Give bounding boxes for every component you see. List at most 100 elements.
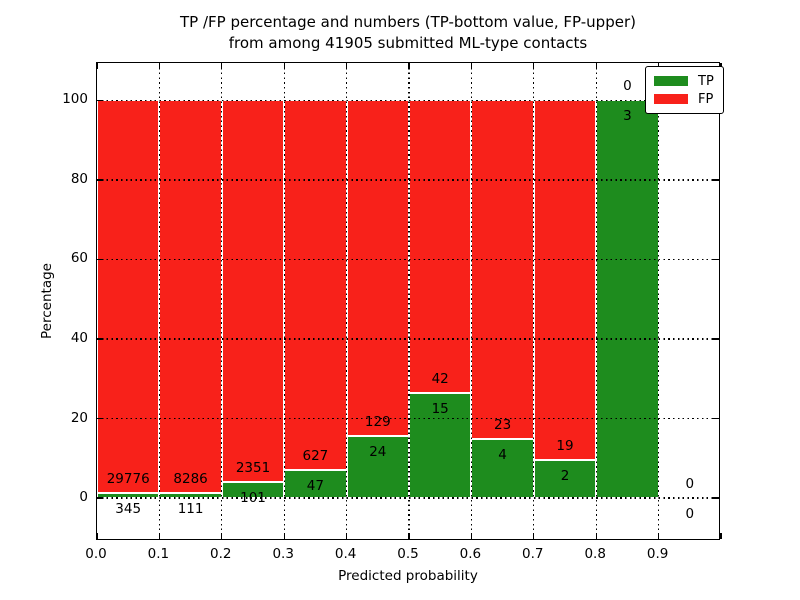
- legend-item-tp: TP: [654, 72, 714, 90]
- legend: TP FP: [645, 66, 724, 114]
- legend-swatch-tp: [654, 76, 688, 86]
- x-tick-label: 0.6: [459, 546, 482, 562]
- x-axis-label: Predicted probability: [338, 568, 478, 584]
- bar-segment-fp: [284, 100, 347, 471]
- x-tick-label: 0.1: [147, 546, 170, 562]
- x-tick-mark: [408, 63, 410, 69]
- tp-count-label: 4: [498, 447, 507, 464]
- x-tick-mark: [345, 63, 348, 69]
- v-gridline: [533, 63, 535, 539]
- fp-count-label: 2351: [235, 459, 271, 476]
- x-tick-label: 0.4: [334, 546, 357, 562]
- bar-segment-fp: [471, 100, 534, 440]
- bar-segment-fp: [533, 100, 597, 461]
- fp-count-label: 29776: [106, 471, 150, 488]
- fp-count-label: 129: [364, 413, 391, 430]
- tp-count-label: 15: [431, 401, 449, 418]
- fp-count-label: 8286: [173, 470, 208, 487]
- legend-item-fp: FP: [654, 90, 714, 108]
- bar-segment-tp: [596, 100, 659, 499]
- h-gridline: [97, 497, 719, 499]
- chart-title-line2: from among 41905 submitted ML-type conta…: [228, 34, 588, 52]
- tp-count-label: 24: [369, 443, 387, 460]
- tp-count-label: 47: [306, 478, 324, 495]
- fp-count-label: 42: [431, 371, 449, 388]
- tp-count-label: 345: [115, 501, 142, 518]
- bar-segment-tp: [471, 439, 534, 499]
- h-gridline: [97, 99, 719, 102]
- x-tick-mark: [283, 533, 285, 539]
- y-axis-label: Percentage: [39, 263, 55, 339]
- x-tick-label: 0.5: [397, 546, 419, 562]
- x-tick-label: 0.0: [85, 546, 107, 562]
- y-tick-mark: [97, 179, 103, 181]
- tp-count-label: 0: [685, 506, 695, 523]
- fp-count-label: 627: [302, 448, 329, 465]
- x-tick-label: 0.3: [272, 546, 294, 562]
- x-tick-mark: [96, 63, 98, 69]
- v-gridline: [221, 63, 223, 539]
- bar-segment-tp: [346, 435, 409, 499]
- x-tick-label: 0.7: [522, 546, 544, 562]
- x-tick-mark: [345, 533, 348, 539]
- tp-count-label: 111: [177, 500, 204, 517]
- h-gridline: [97, 179, 719, 181]
- v-gridline: [283, 63, 285, 539]
- v-gridline: [158, 63, 161, 539]
- x-tick-label: 0.2: [210, 546, 232, 562]
- y-tick-label: 100: [62, 91, 88, 108]
- x-tick-mark: [720, 533, 722, 539]
- y-tick-mark: [713, 179, 719, 181]
- x-tick-mark: [221, 63, 223, 69]
- v-gridline: [470, 63, 473, 539]
- bar-segment-fp: [346, 100, 409, 436]
- x-tick-label: 0.9: [646, 546, 669, 562]
- y-tick-mark: [97, 497, 103, 499]
- y-tick-mark: [713, 417, 719, 420]
- legend-label: FP: [698, 91, 714, 107]
- y-tick-mark: [713, 258, 719, 261]
- legend-swatch-fp: [654, 94, 688, 104]
- chart-title: TP /FP percentage and numbers (TP-bottom…: [96, 12, 720, 54]
- bar-segment-fp: [409, 100, 472, 394]
- y-tick-label: 80: [70, 170, 88, 187]
- y-tick-mark: [713, 338, 719, 340]
- y-tick-label: 40: [70, 329, 88, 346]
- x-tick-mark: [470, 63, 473, 69]
- h-gridline: [97, 338, 719, 340]
- y-tick-mark: [97, 99, 103, 102]
- h-gridline: [97, 258, 719, 261]
- x-tick-mark: [158, 533, 161, 539]
- x-tick-mark: [595, 63, 597, 69]
- fp-count-label: 0: [623, 78, 632, 95]
- tp-count-label: 101: [240, 489, 266, 506]
- x-tick-mark: [470, 533, 473, 539]
- x-tick-mark: [408, 533, 410, 539]
- h-gridline: [97, 417, 719, 420]
- chart-title-line1: TP /FP percentage and numbers (TP-bottom…: [180, 13, 636, 31]
- x-tick-mark: [533, 63, 535, 69]
- fp-count-label: 0: [685, 476, 695, 493]
- y-tick-label: 20: [70, 409, 88, 426]
- plot-area: 29776 345 8286 111 2351 101 627 47 129 24 42 15 23 4 1…: [96, 62, 724, 540]
- tp-count-label: 2: [560, 468, 570, 485]
- fp-count-label: 23: [494, 417, 512, 434]
- y-tick-mark: [97, 338, 103, 340]
- bar-segment-fp: [221, 100, 285, 482]
- y-tick-label: 60: [70, 250, 88, 267]
- tp-count-label: 3: [623, 108, 632, 125]
- legend-label: TP: [698, 73, 714, 89]
- v-gridline: [595, 63, 597, 539]
- x-tick-label: 0.8: [584, 546, 606, 562]
- x-tick-mark: [533, 533, 535, 539]
- x-tick-mark: [96, 533, 98, 539]
- x-tick-mark: [158, 63, 161, 69]
- y-tick-mark: [713, 497, 719, 499]
- v-gridline: [658, 63, 660, 539]
- bar-segment-fp: [159, 100, 222, 493]
- fp-count-label: 19: [556, 438, 574, 455]
- x-tick-mark: [595, 533, 597, 539]
- v-gridline: [408, 63, 410, 539]
- bar-segment-fp: [97, 100, 160, 494]
